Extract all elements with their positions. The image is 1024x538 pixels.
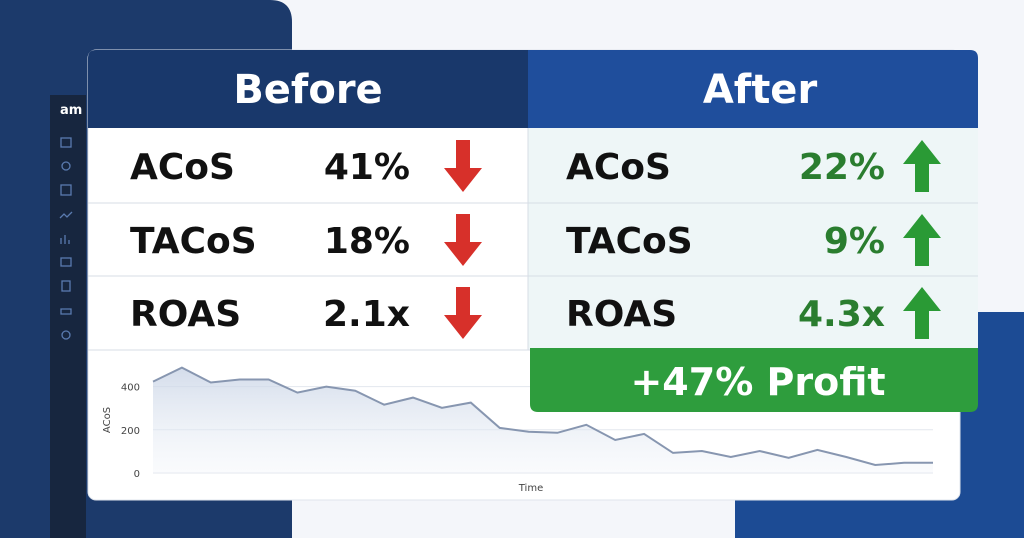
up-arrow: [903, 140, 941, 192]
line: [152, 366, 933, 467]
metric-label: ACoS: [566, 147, 671, 188]
metric-value: 41%: [324, 147, 410, 188]
area: [153, 367, 933, 473]
sidebar-icons: [59, 137, 73, 340]
after-header: [528, 50, 978, 128]
logo: am: [60, 103, 82, 118]
metric-label: TACoS: [130, 221, 257, 262]
after-body: [528, 128, 978, 350]
down-arrow: [444, 287, 482, 339]
up-arrow: [903, 214, 941, 266]
up-arrow: [903, 287, 941, 339]
chart: 0 200 400 ACoS Time: [102, 366, 933, 494]
y-tick-label: 400: [121, 383, 140, 394]
x-axis-label: Time: [518, 483, 543, 494]
metric-label: ROAS: [566, 294, 677, 335]
profit-text: +47% Profit: [630, 360, 885, 404]
metric-value: 22%: [799, 147, 885, 188]
after-title: After: [703, 67, 818, 113]
y-tick-label: 0: [134, 469, 140, 480]
metric-value: 18%: [324, 221, 410, 262]
profit-banner: [530, 348, 978, 412]
metric-value: 2.1x: [323, 294, 410, 335]
metric-value: 4.3x: [798, 294, 885, 335]
down-arrow: [444, 140, 482, 192]
down-arrow: [444, 214, 482, 266]
metric-label: ACoS: [130, 147, 235, 188]
y-axis-label: ACoS: [102, 407, 113, 433]
before-title: Before: [233, 67, 382, 113]
metric-label: ROAS: [130, 294, 241, 335]
rows: ACoS 41% TACoS 18% ROAS 2.1x ACoS 22% TACoS 9% ROA…: [130, 140, 941, 339]
before-header: [88, 50, 528, 128]
metric-label: TACoS: [566, 221, 693, 262]
y-tick-label: 200: [121, 426, 140, 437]
metric-value: 9%: [824, 221, 885, 262]
sidebar: [50, 95, 86, 538]
